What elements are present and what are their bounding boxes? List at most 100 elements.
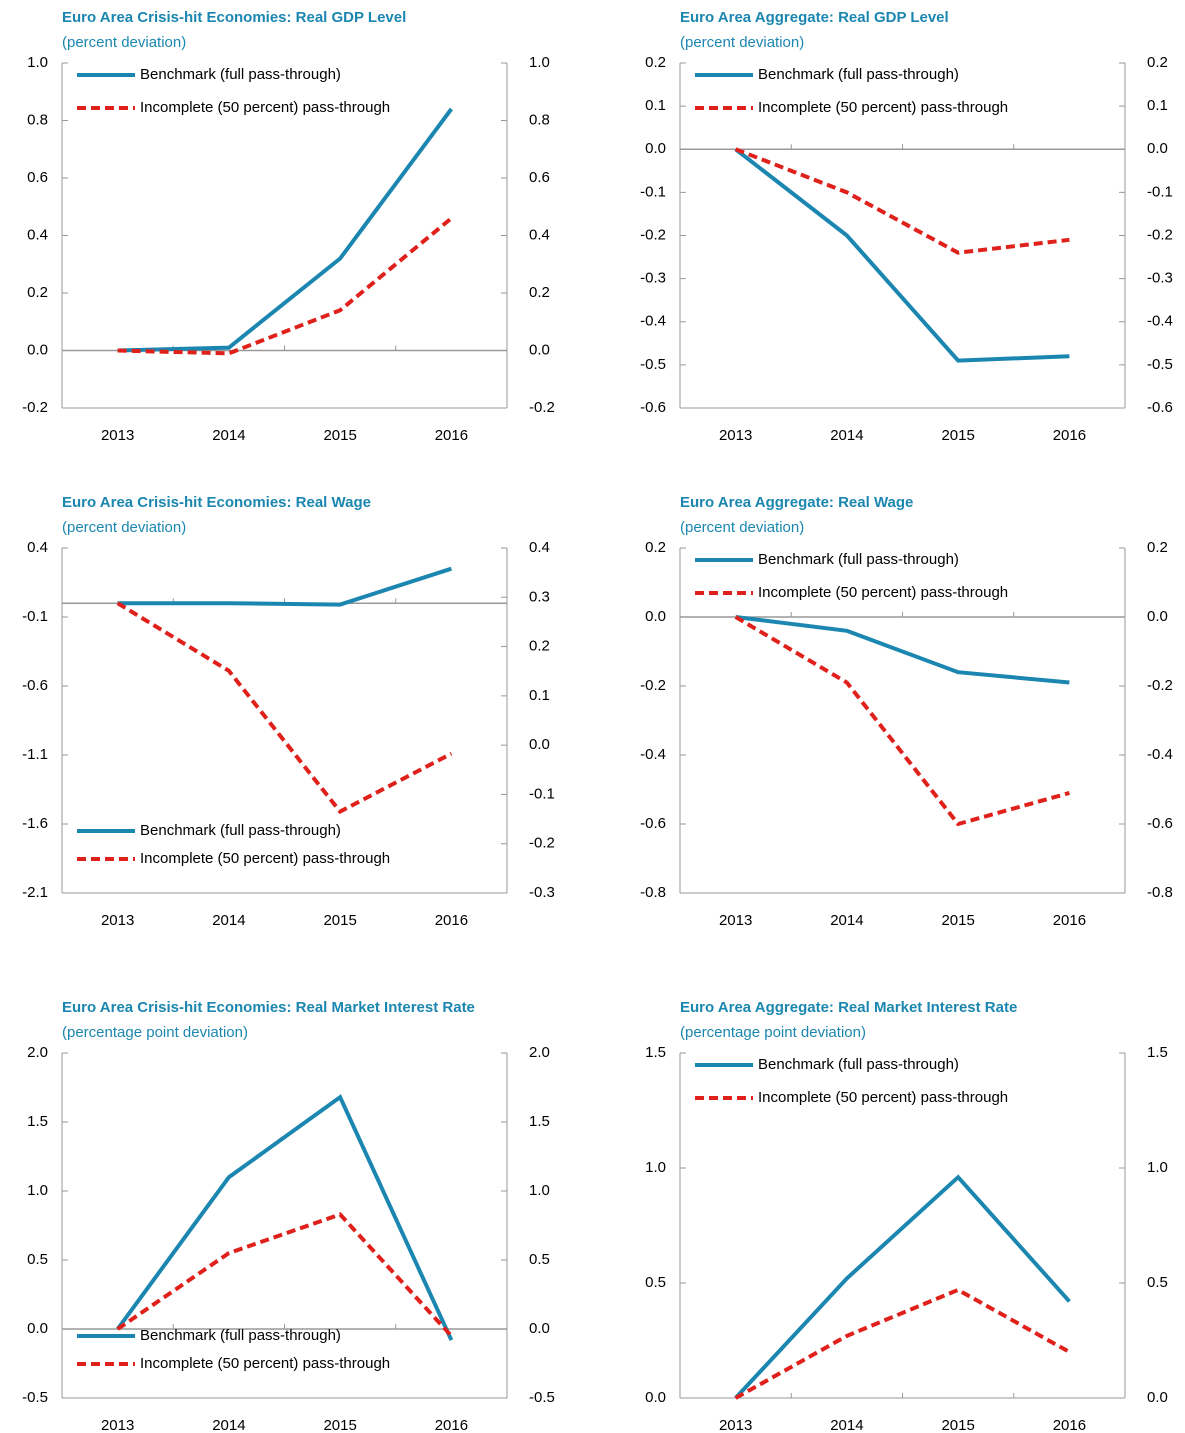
series-line: [734, 1174, 1071, 1400]
y-tick-label: -0.1: [22, 608, 48, 625]
y2-tick-label: 0.2: [1147, 539, 1168, 556]
x-tick-label: 2016: [1053, 1417, 1086, 1433]
y-tick-label: -0.2: [640, 226, 666, 243]
series-line: [734, 1287, 1071, 1400]
series-line: [117, 566, 452, 607]
y-tick-label: 1.5: [645, 1044, 666, 1061]
x-tick-label: 2014: [830, 1417, 863, 1433]
y2-tick-label: 0.0: [529, 1320, 550, 1337]
chart-panel: Euro Area Aggregate: Real GDP Level (perc…: [640, 9, 1173, 444]
y-tick-label: 0.2: [27, 284, 48, 301]
y2-tick-label: -0.2: [1147, 677, 1173, 694]
y2-tick-label: 0.0: [1147, 608, 1168, 625]
y-tick-label: -0.4: [640, 746, 666, 763]
x-tick-label: 2015: [323, 912, 356, 929]
y2-tick-label: -0.5: [529, 1389, 555, 1406]
x-tick-label: 2015: [941, 912, 974, 929]
y-tick-label: 0.0: [645, 140, 666, 157]
x-tick-label: 2014: [212, 427, 245, 444]
y-tick-label: 0.0: [27, 341, 48, 358]
x-tick-label: 2013: [719, 912, 752, 929]
x-tick-label: 2015: [323, 427, 356, 444]
y-tick-label: 0.1: [645, 97, 666, 114]
chart-subtitle: (percent deviation): [680, 34, 804, 51]
chart-title: Euro Area Crisis-hit Economies: Real GDP…: [62, 9, 406, 26]
y-tick-label: -0.8: [640, 884, 666, 901]
y-tick-label: -0.2: [22, 399, 48, 416]
series-line: [735, 615, 1070, 685]
chart-subtitle: (percent deviation): [680, 519, 804, 536]
y-tick-label: 2.0: [27, 1044, 48, 1061]
x-tick-label: 2013: [101, 1417, 134, 1433]
y2-tick-label: 0.2: [529, 284, 550, 301]
y2-tick-label: -0.4: [1147, 746, 1173, 763]
chart-subtitle: (percentage point deviation): [680, 1024, 866, 1041]
y-tick-label: 1.0: [27, 54, 48, 71]
chart-subtitle: (percent deviation): [62, 519, 186, 536]
y2-tick-label: 2.0: [529, 1044, 550, 1061]
x-tick-label: 2013: [719, 1417, 752, 1433]
y2-tick-label: 0.0: [529, 736, 550, 753]
legend-label: Incomplete (50 percent) pass-through: [758, 584, 1008, 601]
series-line: [734, 147, 1070, 363]
y-tick-label: 0.4: [27, 539, 48, 556]
y-tick-label: 0.8: [27, 111, 48, 128]
y-tick-label: -0.4: [640, 313, 666, 330]
chart-panel: Euro Area Crisis-hit Economies: Real Wag…: [22, 494, 555, 929]
chart-subtitle: (percentage point deviation): [62, 1024, 248, 1041]
x-tick-label: 2015: [941, 1417, 974, 1433]
y2-tick-label: 0.2: [1147, 54, 1168, 71]
x-tick-label: 2016: [1053, 427, 1086, 444]
x-tick-label: 2014: [212, 912, 245, 929]
y2-tick-label: 0.0: [1147, 1389, 1168, 1406]
legend-label: Benchmark (full pass-through): [758, 1056, 959, 1073]
series-line: [734, 147, 1070, 255]
chart-title: Euro Area Aggregate: Real Wage: [680, 494, 913, 511]
legend-label: Benchmark (full pass-through): [758, 66, 959, 83]
x-tick-label: 2016: [435, 1417, 468, 1433]
y-tick-label: 0.0: [645, 1389, 666, 1406]
y-tick-label: 1.5: [27, 1113, 48, 1130]
y2-tick-label: 0.1: [529, 687, 550, 704]
x-tick-label: 2013: [101, 427, 134, 444]
chart-subtitle: (percent deviation): [62, 34, 186, 51]
y2-tick-label: 0.5: [1147, 1274, 1168, 1291]
legend-label: Benchmark (full pass-through): [140, 1327, 341, 1344]
y2-tick-label: 1.0: [529, 1182, 550, 1199]
y-tick-label: 0.0: [27, 1320, 48, 1337]
y-tick-label: -1.1: [22, 746, 48, 763]
y2-tick-label: 0.0: [1147, 140, 1168, 157]
y-tick-label: -2.1: [22, 884, 48, 901]
y-tick-label: 1.0: [27, 1182, 48, 1199]
y2-tick-label: 0.0: [529, 341, 550, 358]
y-tick-label: -0.6: [640, 815, 666, 832]
series-line: [116, 601, 453, 815]
x-tick-label: 2016: [435, 912, 468, 929]
y2-tick-label: 0.8: [529, 111, 550, 128]
y2-tick-label: -0.3: [529, 884, 555, 901]
legend-label: Incomplete (50 percent) pass-through: [758, 1089, 1008, 1106]
y-tick-label: 0.0: [645, 608, 666, 625]
x-tick-label: 2015: [941, 427, 974, 444]
x-tick-label: 2014: [830, 427, 863, 444]
y2-tick-label: 0.3: [529, 588, 550, 605]
x-tick-label: 2016: [435, 427, 468, 444]
chart-title: Euro Area Crisis-hit Economies: Real Mar…: [62, 999, 475, 1016]
chart-title: Euro Area Aggregate: Real GDP Level: [680, 9, 949, 26]
y2-tick-label: -0.2: [1147, 226, 1173, 243]
y2-tick-label: 1.5: [1147, 1044, 1168, 1061]
y2-tick-label: 1.0: [1147, 1159, 1168, 1176]
y2-tick-label: -0.6: [1147, 399, 1173, 416]
chart-panel: Euro Area Aggregate: Real Wage (percent d…: [640, 494, 1173, 929]
y2-tick-label: -0.2: [529, 835, 555, 852]
chart-title: Euro Area Crisis-hit Economies: Real Wag…: [62, 494, 371, 511]
y-tick-label: -0.6: [22, 677, 48, 694]
y-tick-label: -0.5: [22, 1389, 48, 1406]
y-tick-label: 1.0: [645, 1159, 666, 1176]
x-tick-label: 2016: [1053, 912, 1086, 929]
legend-label: Incomplete (50 percent) pass-through: [140, 1355, 390, 1372]
chart-title: Euro Area Aggregate: Real Market Interes…: [680, 999, 1017, 1016]
x-tick-label: 2014: [830, 912, 863, 929]
